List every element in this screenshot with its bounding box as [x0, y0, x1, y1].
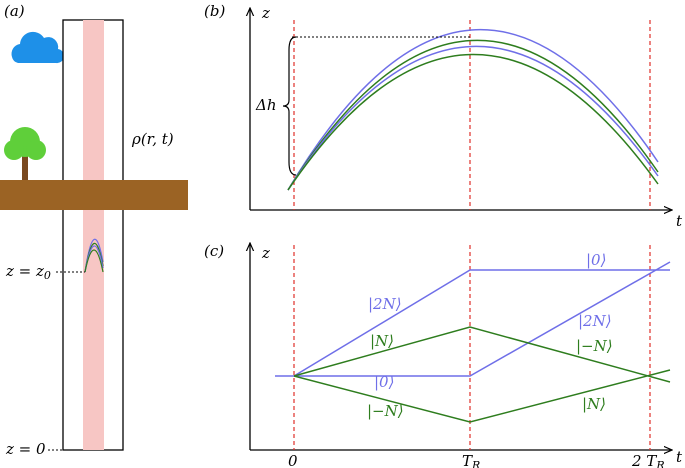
state-label: |0⟩ — [374, 373, 394, 391]
trajectories — [287, 28, 659, 191]
paths — [275, 261, 671, 423]
state-label: |N⟩ — [582, 395, 606, 413]
state-label: |2N⟩ — [368, 295, 402, 313]
y-axis-label: z — [261, 244, 270, 262]
height-label: Δh — [255, 96, 277, 114]
height-brace — [282, 36, 297, 176]
z0-sub: 0 — [44, 269, 51, 282]
state-label: |−N⟩ — [576, 337, 613, 355]
state-label: |0⟩ — [586, 251, 606, 269]
state-label: |N⟩ — [370, 332, 394, 350]
time-tick: 2 TR — [631, 452, 665, 468]
panel-b: (b) z t Δh — [204, 2, 683, 230]
time-tick: TR — [462, 452, 480, 468]
z0-label: z = z0 — [5, 262, 51, 282]
panel-label: (a) — [4, 2, 25, 20]
panel-label: (c) — [204, 242, 224, 260]
z0-main: z = z — [5, 262, 44, 280]
cloud-icon — [11, 31, 65, 64]
x-axis-label: t — [676, 212, 683, 230]
tick-main: 2 T — [631, 452, 657, 468]
state-label: |−N⟩ — [367, 402, 404, 420]
state-labels: |2N⟩ |N⟩ |0⟩ |−N⟩ |0⟩ |2N⟩ |−N⟩ |N⟩ — [367, 251, 613, 420]
tree-icon — [4, 127, 46, 182]
tick-sub: R — [655, 459, 664, 468]
panel-a: (a) ρ(r, t) z = z0 z = 0 — [0, 2, 188, 458]
tick-main: T — [462, 452, 473, 468]
y-axis-label: z — [261, 4, 270, 22]
x-axis-label: t — [676, 448, 683, 466]
tick-main: 0 — [288, 452, 298, 468]
tick-sub: R — [471, 459, 480, 468]
ground — [0, 180, 188, 210]
time-tick: 0 — [288, 452, 298, 468]
mini-trajectories — [84, 238, 104, 273]
state-label: |2N⟩ — [578, 312, 612, 330]
panel-c: (c) z t |2N⟩ |N⟩ |0⟩ |−N⟩ |0⟩ |2N⟩ |−N⟩ … — [204, 242, 683, 468]
z-zero-label: z = 0 — [5, 440, 46, 458]
density-label: ρ(r, t) — [131, 130, 174, 148]
density-beam — [83, 20, 104, 450]
panel-label: (b) — [204, 2, 225, 20]
